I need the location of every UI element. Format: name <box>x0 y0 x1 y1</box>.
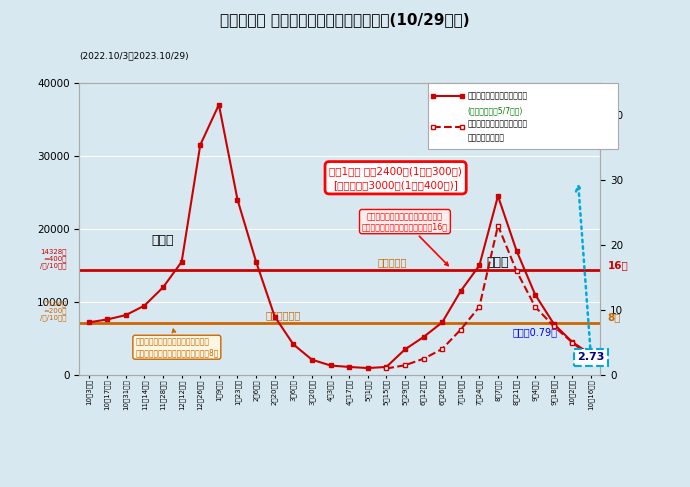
Text: この1週間 推計2400人(1日約300人)
[先週は推計3000人(1日約400人)]: この1週間 推計2400人(1日約300人) [先週は推計3000人(1日約40… <box>329 166 462 190</box>
Text: 警報レベル: 警報レベル <box>377 258 406 267</box>
Text: 7164人
=200人
/週/10万人: 7164人 =200人 /週/10万人 <box>40 300 66 321</box>
Text: 第８波: 第８波 <box>152 234 175 247</box>
Text: 第９波: 第９波 <box>486 256 509 269</box>
Text: 2.73: 2.73 <box>578 352 604 362</box>
Text: 感染者数（右軸）: 感染者数（右軸） <box>468 133 504 143</box>
Text: 8人: 8人 <box>608 312 621 322</box>
Text: 16人: 16人 <box>608 260 629 270</box>
Text: このラインを超えると感染者が急増
するおそれ＝感染拡大注意報の目安8人: このラインを超えると感染者が急増 するおそれ＝感染拡大注意報の目安8人 <box>135 329 219 357</box>
Text: 静岡県全体 第８波以降の１週間感染者数(10/29まで): 静岡県全体 第８波以降の１週間感染者数(10/29まで) <box>220 12 470 27</box>
Text: このラインを超えると医療がひっ迫
するおそれ＝感染拡大警報の目安16人: このラインを超えると医療がひっ迫 するおそれ＝感染拡大警報の目安16人 <box>362 212 448 265</box>
Text: 14328人
=400人
/週/10万人: 14328人 =400人 /週/10万人 <box>40 248 66 269</box>
Text: (全感染者数は5/7まで): (全感染者数は5/7まで) <box>468 106 523 115</box>
Text: 前週比0.79倍: 前週比0.79倍 <box>513 328 558 337</box>
Text: (2022.10/3～2023.10/29): (2022.10/3～2023.10/29) <box>79 51 189 60</box>
Text: 注意報レベル: 注意報レベル <box>266 310 301 320</box>
Text: 県全体　全感染者数（左軸）: 県全体 全感染者数（左軸） <box>468 92 528 100</box>
Text: 県全体　定点医療機関あたり: 県全体 定点医療機関あたり <box>468 119 528 128</box>
